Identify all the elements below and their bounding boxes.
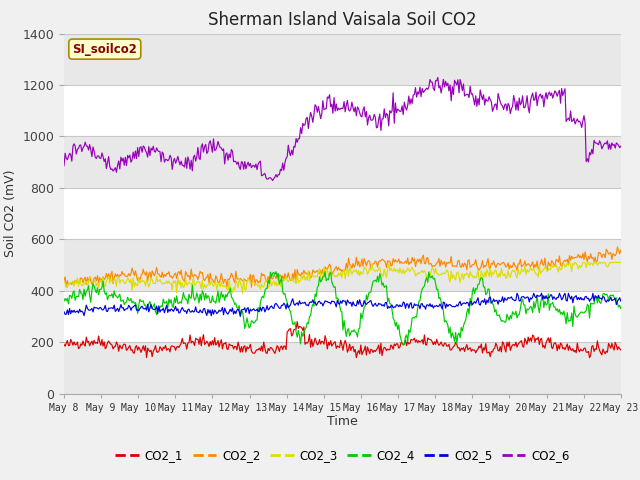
CO2_5 [362, 301, 370, 307]
Line: CO2_2: CO2_2 [64, 247, 621, 287]
CO2_5 [513, 290, 521, 296]
CO2_3 [606, 260, 614, 265]
CO2_3 [518, 266, 525, 272]
Line: CO2_3: CO2_3 [64, 263, 621, 293]
Line: CO2_1: CO2_1 [64, 322, 621, 358]
CO2_1 [606, 343, 614, 348]
CO2_3 [393, 267, 401, 273]
CO2_4 [326, 271, 333, 276]
CO2_6 [60, 163, 68, 168]
CO2_5 [606, 297, 614, 302]
X-axis label: Time: Time [327, 415, 358, 429]
CO2_4 [393, 319, 401, 325]
CO2_1 [143, 355, 150, 360]
CO2_2 [605, 252, 612, 257]
CO2_1 [364, 344, 371, 350]
CO2_6 [393, 110, 401, 116]
CO2_2 [617, 247, 625, 253]
CO2_1 [60, 342, 68, 348]
CO2_1 [293, 319, 301, 324]
CO2_2 [393, 259, 401, 264]
CO2_6 [519, 93, 527, 99]
CO2_6 [362, 108, 370, 114]
CO2_1 [394, 341, 401, 347]
Line: CO2_4: CO2_4 [64, 272, 621, 345]
CO2_5 [519, 294, 527, 300]
CO2_5 [60, 309, 68, 315]
CO2_2 [60, 277, 68, 283]
CO2_3 [60, 279, 68, 285]
CO2_4 [617, 306, 625, 312]
Line: CO2_6: CO2_6 [64, 77, 621, 180]
CO2_3 [617, 260, 625, 265]
CO2_2 [329, 270, 337, 276]
CO2_1 [327, 338, 335, 344]
CO2_3 [362, 266, 370, 272]
CO2_6 [617, 144, 625, 149]
CO2_6 [329, 110, 337, 116]
CO2_5 [617, 298, 625, 304]
CO2_3 [326, 270, 333, 276]
Bar [64, 342, 621, 394]
Bar [64, 136, 621, 188]
CO2_2 [518, 264, 525, 270]
Text: SI_soilco2: SI_soilco2 [72, 43, 137, 56]
Y-axis label: Soil CO2 (mV): Soil CO2 (mV) [4, 170, 17, 257]
CO2_1 [617, 347, 625, 353]
CO2_2 [248, 284, 255, 290]
CO2_4 [321, 269, 329, 275]
Bar [64, 240, 621, 291]
CO2_6 [326, 92, 333, 97]
CO2_3 [329, 272, 337, 277]
CO2_6 [434, 74, 442, 80]
CO2_1 [519, 343, 527, 349]
CO2_4 [606, 293, 614, 299]
CO2_2 [326, 261, 333, 267]
CO2_6 [606, 141, 614, 147]
CO2_6 [269, 178, 276, 183]
CO2_3 [239, 290, 246, 296]
CO2_5 [329, 299, 337, 304]
CO2_4 [399, 342, 407, 348]
CO2_4 [519, 296, 527, 302]
CO2_3 [563, 260, 571, 265]
CO2_5 [236, 313, 244, 319]
CO2_4 [329, 282, 337, 288]
Title: Sherman Island Vaisala Soil CO2: Sherman Island Vaisala Soil CO2 [208, 11, 477, 29]
Bar [64, 34, 621, 85]
CO2_1 [330, 340, 338, 346]
CO2_2 [362, 263, 370, 268]
CO2_4 [362, 292, 370, 298]
CO2_5 [326, 300, 333, 305]
CO2_2 [614, 244, 621, 250]
CO2_5 [393, 302, 401, 308]
Legend: CO2_1, CO2_2, CO2_3, CO2_4, CO2_5, CO2_6: CO2_1, CO2_2, CO2_3, CO2_4, CO2_5, CO2_6 [111, 444, 574, 467]
CO2_4 [60, 298, 68, 304]
Line: CO2_5: CO2_5 [64, 293, 621, 316]
